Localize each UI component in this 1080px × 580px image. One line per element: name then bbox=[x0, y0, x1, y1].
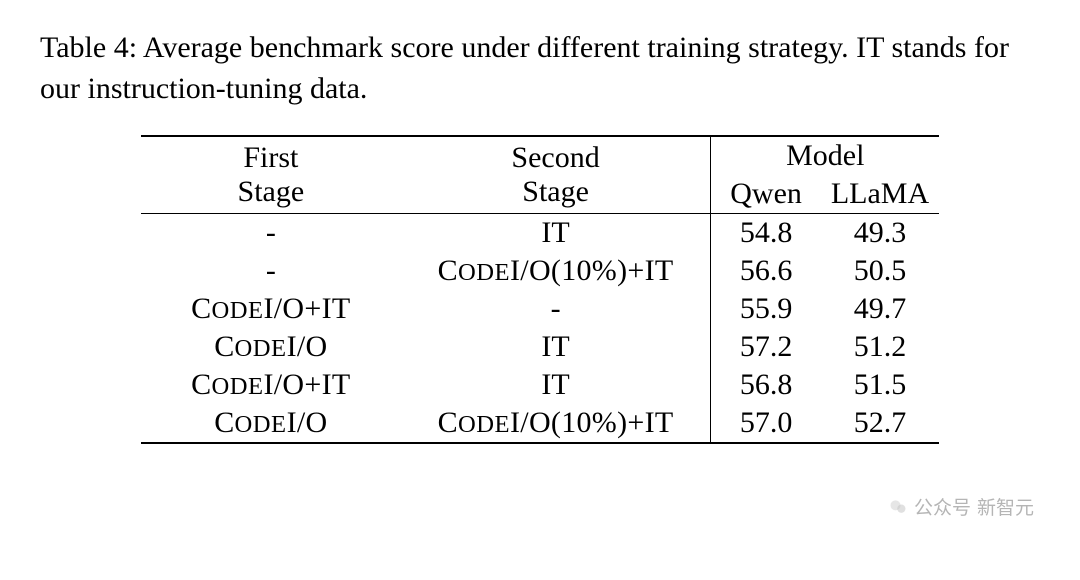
table-row: - CODEI/O(10%)+IT 56.6 50.5 bbox=[141, 252, 939, 290]
table-row: CODEI/O CODEI/O(10%)+IT 57.0 52.7 bbox=[141, 404, 939, 443]
cell-llama: 52.7 bbox=[821, 404, 939, 443]
cell-first-stage: CODEI/O bbox=[141, 328, 401, 366]
cell-first-stage: CODEI/O+IT bbox=[141, 366, 401, 404]
col-header-first-stage-line1: First bbox=[243, 141, 298, 174]
watermark-name: 新智元 bbox=[977, 493, 1034, 520]
cell-first-stage: CODEI/O bbox=[141, 404, 401, 443]
col-group-model: Model bbox=[711, 136, 939, 175]
cell-qwen: 54.8 bbox=[711, 214, 821, 253]
cell-second-stage: - bbox=[401, 290, 711, 328]
cell-first-stage: - bbox=[141, 214, 401, 253]
cell-first-stage: - bbox=[141, 252, 401, 290]
table-caption: Table 4: Average benchmark score under d… bbox=[40, 28, 1040, 109]
watermark-prefix: 公众号 bbox=[914, 493, 971, 520]
cell-qwen: 57.2 bbox=[711, 328, 821, 366]
benchmark-table: First Stage Second Stage Model Qwen LLaM… bbox=[141, 135, 939, 444]
col-header-first-stage-line2: Stage bbox=[238, 175, 305, 208]
cell-second-stage: CODEI/O(10%)+IT bbox=[401, 252, 711, 290]
col-header-qwen: Qwen bbox=[711, 175, 821, 214]
cell-second-stage: IT bbox=[401, 328, 711, 366]
col-header-second-stage-line1: Second bbox=[511, 141, 599, 174]
cell-first-stage: CODEI/O+IT bbox=[141, 290, 401, 328]
col-header-first-stage: First Stage bbox=[141, 136, 401, 214]
table-row: CODEI/O+IT - 55.9 49.7 bbox=[141, 290, 939, 328]
cell-llama: 51.5 bbox=[821, 366, 939, 404]
table-row: - IT 54.8 49.3 bbox=[141, 214, 939, 253]
col-header-llama: LLaMA bbox=[821, 175, 939, 214]
cell-qwen: 56.8 bbox=[711, 366, 821, 404]
table-container: First Stage Second Stage Model Qwen LLaM… bbox=[40, 135, 1040, 444]
table-row: CODEI/O IT 57.2 51.2 bbox=[141, 328, 939, 366]
wechat-icon bbox=[888, 497, 908, 517]
cell-second-stage: CODEI/O(10%)+IT bbox=[401, 404, 711, 443]
cell-second-stage: IT bbox=[401, 366, 711, 404]
col-header-second-stage: Second Stage bbox=[401, 136, 711, 214]
cell-qwen: 57.0 bbox=[711, 404, 821, 443]
cell-llama: 49.3 bbox=[821, 214, 939, 253]
cell-llama: 49.7 bbox=[821, 290, 939, 328]
cell-second-stage: IT bbox=[401, 214, 711, 253]
watermark: 公众号 新智元 bbox=[888, 493, 1034, 520]
cell-qwen: 56.6 bbox=[711, 252, 821, 290]
cell-llama: 50.5 bbox=[821, 252, 939, 290]
col-header-second-stage-line2: Stage bbox=[522, 175, 589, 208]
cell-llama: 51.2 bbox=[821, 328, 939, 366]
cell-qwen: 55.9 bbox=[711, 290, 821, 328]
table-row: CODEI/O+IT IT 56.8 51.5 bbox=[141, 366, 939, 404]
